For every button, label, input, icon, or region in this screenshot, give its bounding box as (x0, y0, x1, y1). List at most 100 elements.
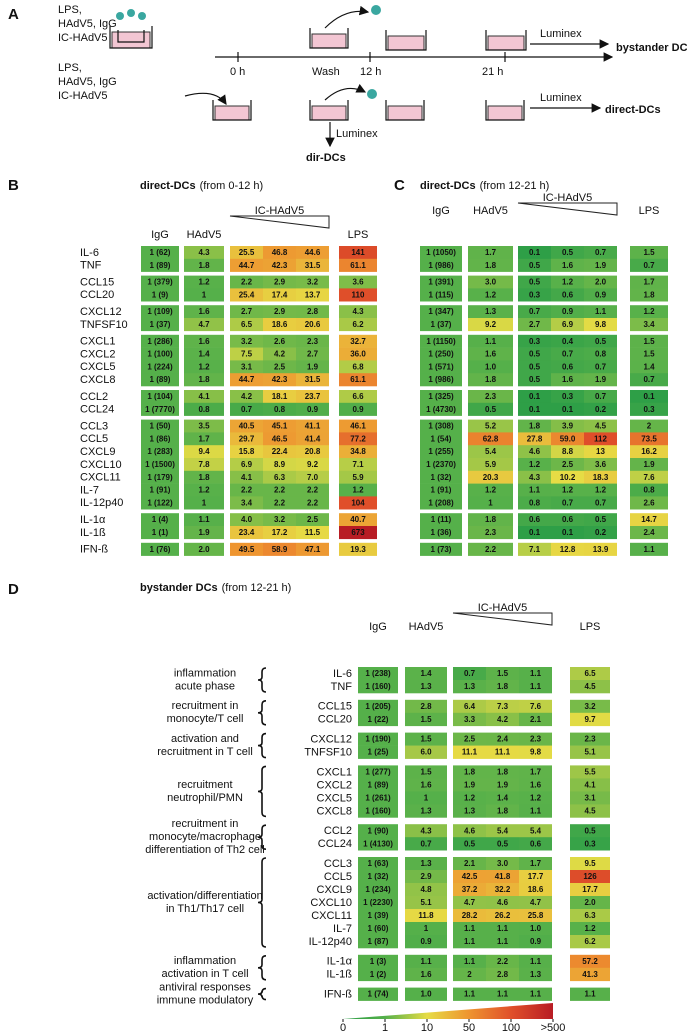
heat-cell (184, 305, 224, 319)
heat-cell (570, 967, 610, 982)
heat-cell (184, 318, 224, 332)
heat-cell (296, 483, 329, 497)
heat-cell (358, 922, 398, 936)
heat-cell (486, 732, 519, 746)
heat-cell (584, 402, 617, 416)
heat-cell (296, 526, 329, 540)
heat-cell (630, 432, 668, 446)
cytokine-label: CCL3 (80, 420, 108, 432)
cell-value: 1.6 (562, 261, 574, 270)
cell-value: 2.4 (497, 735, 509, 744)
cell-value: 0.9 (307, 405, 319, 414)
cell-value: 1 (25) (368, 748, 389, 757)
heat-cell (296, 334, 329, 348)
heat-cell (141, 402, 179, 416)
heat-cell (263, 275, 296, 289)
heat-cell (630, 445, 668, 459)
heat-cell (296, 542, 329, 556)
dose-wedge (452, 612, 553, 626)
cell-value: 1.2 (198, 278, 210, 287)
column-header: HAdV5 (187, 229, 222, 241)
cell-value: 1 (37) (150, 320, 171, 329)
heat-cell (584, 275, 617, 289)
column-header: IC-HAdV5 (255, 205, 305, 217)
heat-cell (358, 883, 398, 897)
cell-value: 1.8 (643, 290, 655, 299)
wells (109, 5, 614, 148)
heat-cell (339, 318, 377, 332)
cell-value: 4.3 (420, 826, 432, 835)
panel-label: C (394, 177, 405, 194)
heat-cell (486, 745, 519, 759)
cell-value: 1.2 (643, 307, 655, 316)
cell-value: 2.2 (307, 486, 319, 495)
cell-value: 0.7 (643, 375, 655, 384)
heat-cell (358, 667, 398, 681)
heat-cell (584, 526, 617, 540)
heat-cell (263, 483, 296, 497)
cell-value: 0.7 (595, 248, 607, 257)
heat-cell (551, 483, 584, 497)
cell-value: 1 (109) (147, 307, 173, 316)
cell-value: 5.9 (485, 460, 497, 469)
cell-value: 61.1 (350, 261, 366, 270)
cell-value: 40.5 (239, 422, 255, 431)
heat-cell (630, 318, 668, 332)
heat-cell (263, 347, 296, 361)
cell-value: 4.7 (530, 898, 542, 907)
cell-value: 2.0 (584, 898, 596, 907)
heat-cell (551, 432, 584, 446)
cell-value: 7.1 (529, 545, 541, 554)
cell-value: 2.8 (497, 970, 509, 979)
heat-cell (453, 967, 486, 982)
heat-cell (518, 318, 551, 332)
heat-cell (263, 360, 296, 374)
heat-cell (630, 496, 668, 510)
cell-value: 6.0 (420, 748, 432, 757)
heat-cell (263, 288, 296, 302)
cytokine-label: CXCL8 (80, 374, 115, 386)
cytokine-label: TNF (331, 681, 353, 693)
heat-cell (184, 334, 224, 348)
heat-cell (296, 513, 329, 527)
cell-value: 14.7 (641, 515, 657, 524)
heat-cell (263, 258, 296, 272)
cytokine-label: CCL20 (80, 289, 114, 301)
heat-cell (551, 360, 584, 374)
heat-cell (584, 445, 617, 459)
heat-cell (630, 513, 668, 527)
heat-cell (468, 318, 513, 332)
cytokine-label: TNFSF10 (304, 747, 352, 759)
heat-cell (519, 732, 552, 746)
cytokine-label: IFN-ß (324, 989, 352, 1001)
cell-value: 1.9 (595, 375, 607, 384)
cell-value: 10.2 (560, 473, 576, 482)
heat-cell (468, 305, 513, 319)
cell-value: 1.1 (529, 486, 541, 495)
cell-value: 1.1 (420, 957, 432, 966)
cell-value: 1 (1150) (426, 337, 456, 346)
heat-cell (296, 496, 329, 510)
heat-cell (486, 824, 519, 838)
cell-value: 3.1 (241, 362, 253, 371)
title-bold: direct-DCs (420, 180, 476, 192)
heat-cell (296, 470, 329, 484)
heat-cell (551, 347, 584, 361)
heat-cell (420, 318, 462, 332)
cell-value: 1.8 (497, 682, 509, 691)
cell-value: 1 (91) (431, 486, 452, 495)
heat-cell (519, 922, 552, 936)
heat-cell (519, 680, 552, 694)
cell-value: 1.7 (643, 278, 655, 287)
cell-value: 1 (986) (428, 261, 454, 270)
cell-value: 1.1 (595, 307, 607, 316)
cell-value: 1.3 (485, 307, 497, 316)
heat-cell (570, 909, 610, 923)
heat-cell (339, 542, 377, 556)
cell-value: 32.2 (495, 885, 511, 894)
cell-value: 1.2 (198, 486, 210, 495)
heat-cell (141, 513, 179, 527)
cytokine-label: TNF (80, 260, 102, 272)
cytokine-label: CXCL11 (80, 472, 121, 484)
cell-value: 1 (7770) (145, 405, 175, 414)
